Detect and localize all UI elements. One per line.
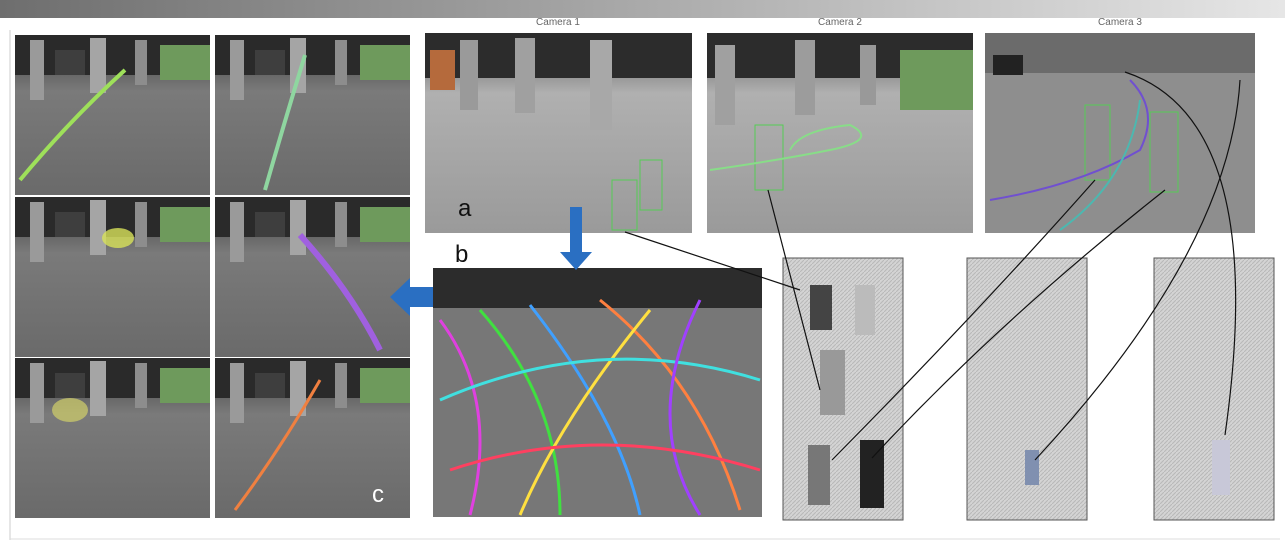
figure: c Camera 1 Camera 2 Camera 3 a xyxy=(0,0,1285,545)
panel-label: b xyxy=(455,241,468,268)
trajectory-overlay xyxy=(433,268,762,517)
person-gallery xyxy=(783,258,1274,520)
camera-3 xyxy=(985,33,1255,233)
camera-title: Camera 1 xyxy=(536,17,580,28)
camera-2 xyxy=(707,33,973,233)
camera-title: Camera 3 xyxy=(1098,17,1142,28)
panel-label: c xyxy=(372,481,384,508)
panel-label: a xyxy=(458,195,472,222)
trajectory-grid xyxy=(15,35,410,518)
camera-title: Camera 2 xyxy=(818,17,862,28)
top-bar xyxy=(0,0,1285,18)
